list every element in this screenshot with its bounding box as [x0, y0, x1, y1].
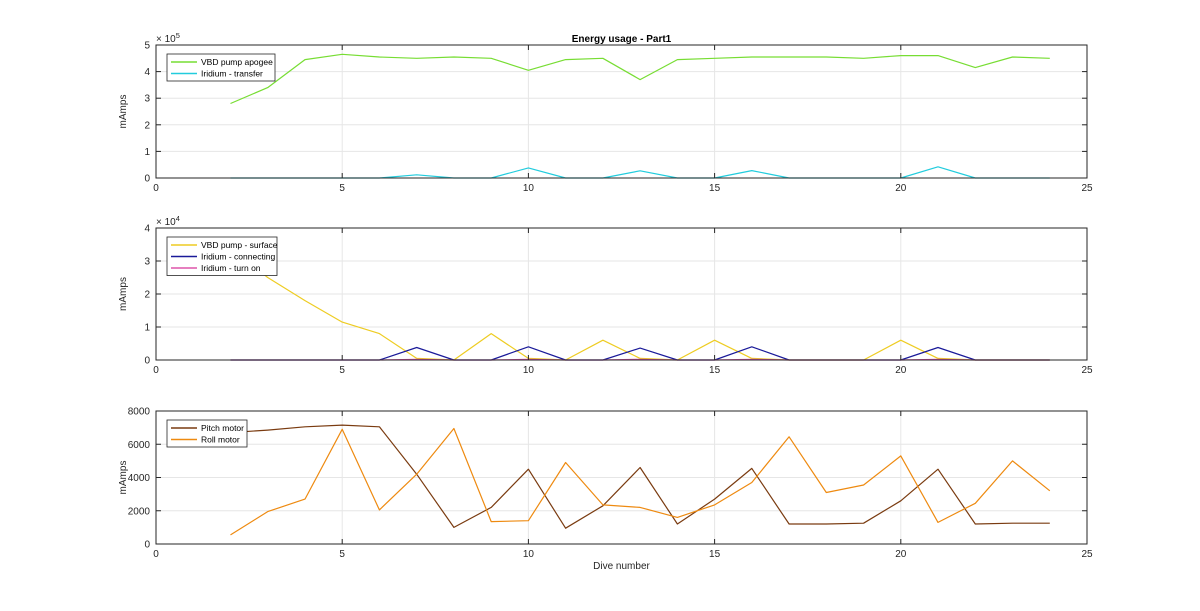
legend-entry-label: Iridium - connecting [201, 252, 275, 262]
chart-title: Energy usage - Part1 [572, 34, 672, 45]
y-axis-label: mAmps [118, 277, 129, 311]
x-tick-label: 0 [153, 549, 159, 560]
x-tick-label: 10 [523, 365, 535, 376]
y-tick-label: 4000 [128, 473, 151, 484]
y-tick-label: 2000 [128, 506, 151, 517]
x-tick-label: 20 [895, 183, 907, 194]
x-tick-label: 25 [1081, 365, 1093, 376]
legend-entry-label: VBD pump - surface [201, 240, 278, 250]
series-line-roll-motor [230, 427, 1051, 536]
legend-entry-label: Iridium - turn on [201, 263, 261, 273]
y-tick-label: 2 [144, 290, 150, 301]
x-tick-label: 20 [895, 549, 907, 560]
subplot-2: 0 5 10 15 20 25 0 1 2 3 4 × 104 mAmps VBD pump - surf… [118, 214, 1093, 376]
x-tick-label: 5 [339, 549, 345, 560]
subplot-3: 0 5 10 15 20 25 0 2000 4000 6000 8000 mAmps Dive num… [118, 407, 1093, 573]
x-axis-label: Dive number [593, 561, 650, 572]
x-tick-label: 0 [153, 183, 159, 194]
y-exponent-label: × 104 [156, 214, 180, 228]
y-tick-label: 1 [144, 147, 150, 158]
y-exponent-label: × 105 [156, 31, 180, 45]
x-tick-label: 25 [1081, 549, 1093, 560]
x-tick-label: 5 [339, 183, 345, 194]
x-tick-label: 15 [709, 549, 721, 560]
y-tick-label: 6000 [128, 440, 151, 451]
x-tick-label: 15 [709, 365, 721, 376]
y-axis-label: mAmps [118, 95, 129, 129]
legend [166, 53, 276, 82]
x-tick-label: 15 [709, 183, 721, 194]
x-tick-label: 0 [153, 365, 159, 376]
x-tick-label: 25 [1081, 183, 1093, 194]
y-tick-label: 4 [144, 224, 150, 235]
plot-area [156, 45, 1087, 178]
legend-entry-label: Roll motor [201, 435, 240, 445]
series-line-vbd-pump-apogee [230, 53, 1050, 105]
subplot-1: 0 5 10 15 20 25 0 1 2 3 4 5 × 105 mAmps Energy usage -… [118, 31, 1093, 194]
y-tick-label: 2 [144, 120, 150, 131]
y-tick-label: 1 [144, 323, 150, 334]
legend-entry-label: Pitch motor [201, 423, 244, 433]
y-tick-label: 0 [144, 174, 150, 185]
y-tick-label: 4 [144, 67, 150, 78]
y-tick-label: 0 [144, 356, 150, 367]
x-tick-label: 10 [523, 549, 535, 560]
y-tick-label: 8000 [128, 407, 151, 418]
y-tick-label: 3 [144, 257, 150, 268]
legend-entry-label: VBD pump apogee [201, 57, 273, 67]
y-tick-label: 0 [144, 540, 150, 551]
axes-box [155, 44, 1088, 179]
series-line-pitch-motor [230, 424, 1050, 529]
series-line-vbd-pump-surface [230, 247, 1050, 361]
x-tick-label: 10 [523, 183, 535, 194]
legend [166, 419, 248, 448]
x-tick-label: 20 [895, 365, 907, 376]
y-axis-label: mAmps [118, 461, 129, 495]
legend-entry-label: Iridium - transfer [201, 69, 263, 79]
y-tick-label: 5 [144, 41, 150, 52]
x-tick-label: 5 [339, 365, 345, 376]
y-tick-label: 3 [144, 94, 150, 105]
